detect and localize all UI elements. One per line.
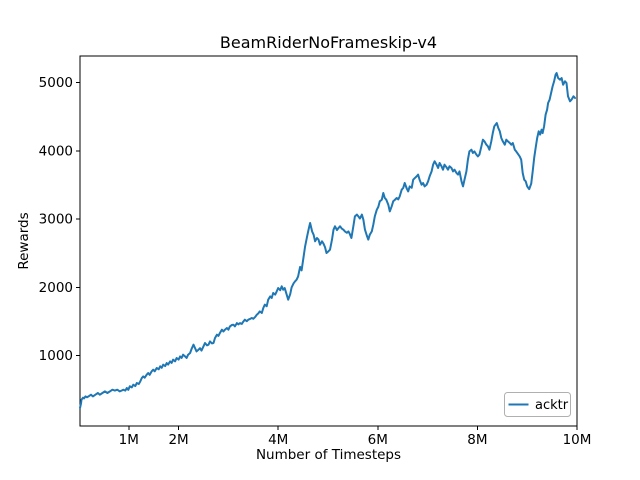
y-tick-label: 1000 [39, 348, 73, 364]
y-tick-label: 3000 [39, 212, 73, 228]
y-tick-label: 2000 [39, 280, 73, 296]
x-axis-label: Number of Timesteps [256, 447, 401, 463]
legend-box [504, 392, 571, 417]
y-axis-ticks: 1000 2000 3000 4000 5000 [39, 75, 80, 364]
x-tick-label: 1M [119, 432, 139, 448]
x-tick-label: 8M [467, 432, 487, 448]
legend: acktr [504, 392, 571, 417]
plot-area [79, 55, 578, 427]
y-tick-label: 4000 [39, 143, 73, 159]
x-tick-label: 2M [168, 432, 188, 448]
x-axis-ticks: 1M 2M 4M 6M 8M 10M [119, 426, 592, 448]
x-tick-label: 4M [268, 432, 288, 448]
chart-title: BeamRiderNoFrameskip-v4 [220, 33, 437, 52]
series-group [79, 72, 576, 409]
series-line-acktr [79, 72, 576, 409]
y-axis-label: Rewards [16, 212, 32, 269]
legend-label: acktr [535, 398, 569, 413]
x-tick-label: 6M [368, 432, 388, 448]
x-tick-label: 10M [563, 432, 592, 448]
y-tick-label: 5000 [39, 75, 73, 91]
